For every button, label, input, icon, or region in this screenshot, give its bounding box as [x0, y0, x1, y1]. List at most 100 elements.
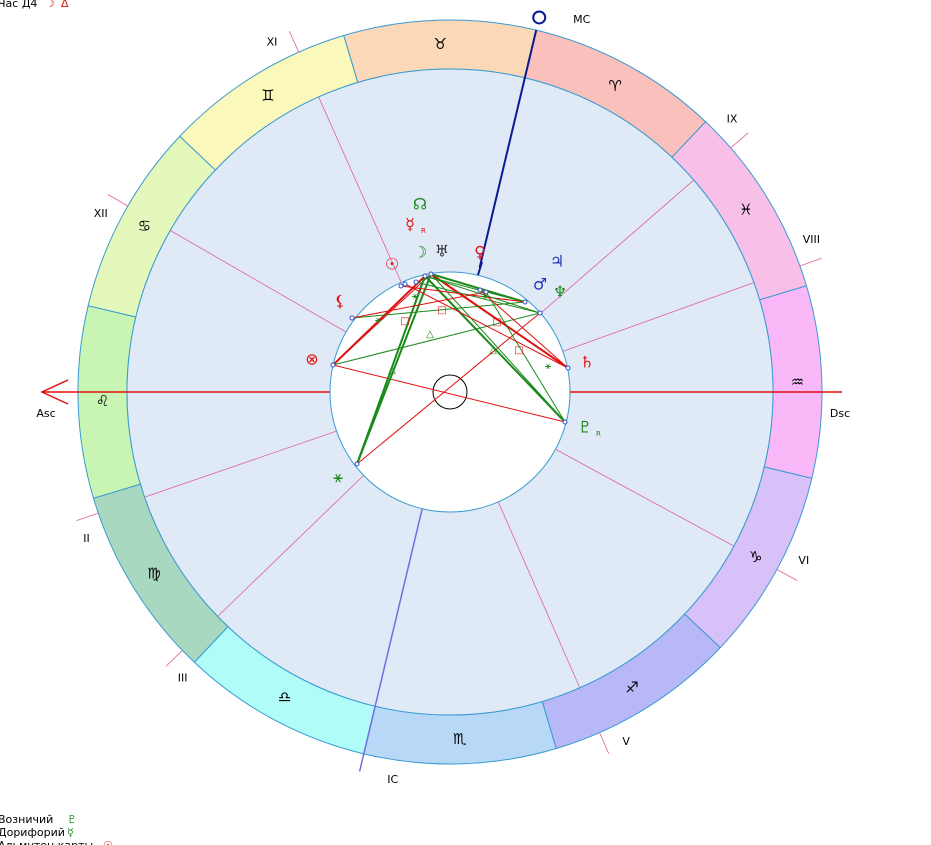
- sign-glyph: ♍: [147, 565, 160, 583]
- house-label: II: [83, 532, 90, 545]
- aspect-symbol: △: [388, 365, 396, 376]
- planet-glyph: ♂: [533, 275, 547, 294]
- house-cusp: [497, 501, 581, 688]
- aspect-line: [356, 273, 432, 465]
- aspect-symbol: ⚹: [482, 291, 488, 302]
- house-cusp: [217, 475, 364, 617]
- house-label: VI: [798, 554, 809, 567]
- aspect-line: [430, 273, 526, 303]
- mc-connector: [477, 261, 483, 276]
- planet-point: [422, 273, 428, 279]
- sign-glyph: ♏: [453, 730, 467, 748]
- house-tick: [107, 194, 129, 207]
- planet-glyph: ⚸: [334, 292, 346, 311]
- sign-glyph: ♐: [625, 678, 638, 696]
- aspect-symbol: □: [437, 305, 446, 316]
- planet-glyph: ☊: [413, 195, 427, 214]
- planet-glyph: ☽: [413, 243, 427, 262]
- retrograde-mark: R: [596, 430, 601, 438]
- planet-point: [428, 271, 434, 277]
- aspect-symbol: ⚹: [545, 361, 551, 372]
- house-label: XII: [94, 207, 108, 220]
- planet-point: [330, 362, 336, 368]
- house-label: XI: [267, 36, 278, 49]
- sign-glyph: ♎: [278, 688, 291, 706]
- aspect-line: [424, 275, 566, 423]
- aspect-symbol: □: [514, 345, 523, 356]
- house-tick: [599, 732, 610, 754]
- house-label: IX: [727, 113, 738, 126]
- sign-glyph: ♉: [434, 35, 447, 53]
- sign-glyph: ♊: [261, 87, 274, 105]
- house-tick: [730, 132, 749, 149]
- aspect-symbol: △: [426, 329, 434, 340]
- sign-glyph: ♑: [749, 548, 762, 566]
- house-tick: [776, 569, 798, 581]
- aspect-line: [332, 364, 566, 423]
- header-label: Час Д4: [0, 0, 37, 10]
- footer-label: Альмутен карты: [0, 839, 93, 845]
- planet-point: [398, 283, 404, 289]
- aspect-line: [351, 291, 487, 319]
- planet-glyph: ☿: [405, 215, 415, 234]
- planet-point: [537, 310, 543, 316]
- planet-glyph: ☉: [385, 255, 399, 274]
- header-symbol: ☽: [45, 0, 55, 10]
- house-tick: [799, 257, 822, 267]
- house-cusp: [540, 179, 695, 314]
- retrograde-mark: R: [421, 227, 426, 235]
- asc-arrow: [40, 379, 69, 405]
- house-label: VIII: [803, 233, 820, 246]
- house-cusp: [170, 230, 347, 333]
- planet-glyph: ♅: [435, 242, 449, 261]
- planet-point: [354, 461, 360, 467]
- planet-point: [349, 315, 355, 321]
- aspect-symbol: □: [400, 316, 409, 327]
- house-label: Dsc: [830, 407, 850, 420]
- planet-glyph: ♀: [474, 243, 486, 262]
- planet-glyph: ♇: [578, 418, 592, 437]
- house-tick: [76, 512, 99, 521]
- planet-point: [565, 365, 571, 371]
- house-label: IC: [387, 773, 398, 786]
- planet-point: [562, 419, 568, 425]
- house-label: Asc: [36, 407, 55, 420]
- aspect-symbol: ⚹: [412, 291, 418, 302]
- sign-glyph: ♈: [609, 77, 622, 95]
- footer-label: Дорифорий: [0, 826, 65, 839]
- aspect-line: [430, 273, 569, 369]
- sign-glyph: ♓: [739, 200, 752, 218]
- house-label: III: [178, 672, 188, 685]
- footer-symbol: ☉: [103, 839, 113, 845]
- house-cusp: [318, 96, 402, 283]
- footer-symbol: ☿: [67, 826, 74, 839]
- footer-symbol: ♇: [67, 813, 77, 826]
- planet-point: [477, 287, 483, 293]
- sign-glyph: ♋: [138, 217, 151, 235]
- aspect-line: [332, 312, 541, 366]
- house-label: V: [622, 735, 630, 748]
- header-symbol: Δ: [61, 0, 69, 10]
- house-cusp: [144, 430, 337, 498]
- planet-point: [522, 299, 528, 305]
- sign-glyph: ♌: [96, 392, 109, 410]
- house-cusp: [562, 282, 755, 352]
- aspect-line: [424, 275, 541, 314]
- aspect-line: [485, 291, 566, 423]
- aspect-line: [415, 281, 541, 314]
- sign-glyph: ♒: [791, 373, 804, 391]
- planet-point: [413, 279, 419, 285]
- planet-point: [483, 289, 489, 295]
- house-tick: [165, 650, 183, 667]
- house-tick: [288, 30, 300, 53]
- house-axis: [478, 29, 538, 268]
- planet-glyph: ♄: [580, 353, 594, 372]
- planet-glyph: ♆: [553, 283, 567, 302]
- house-cusp: [555, 448, 735, 547]
- aspect-line: [479, 289, 569, 369]
- center-circle: [432, 374, 468, 410]
- house-axis: [358, 508, 423, 772]
- mc-marker: [532, 10, 547, 25]
